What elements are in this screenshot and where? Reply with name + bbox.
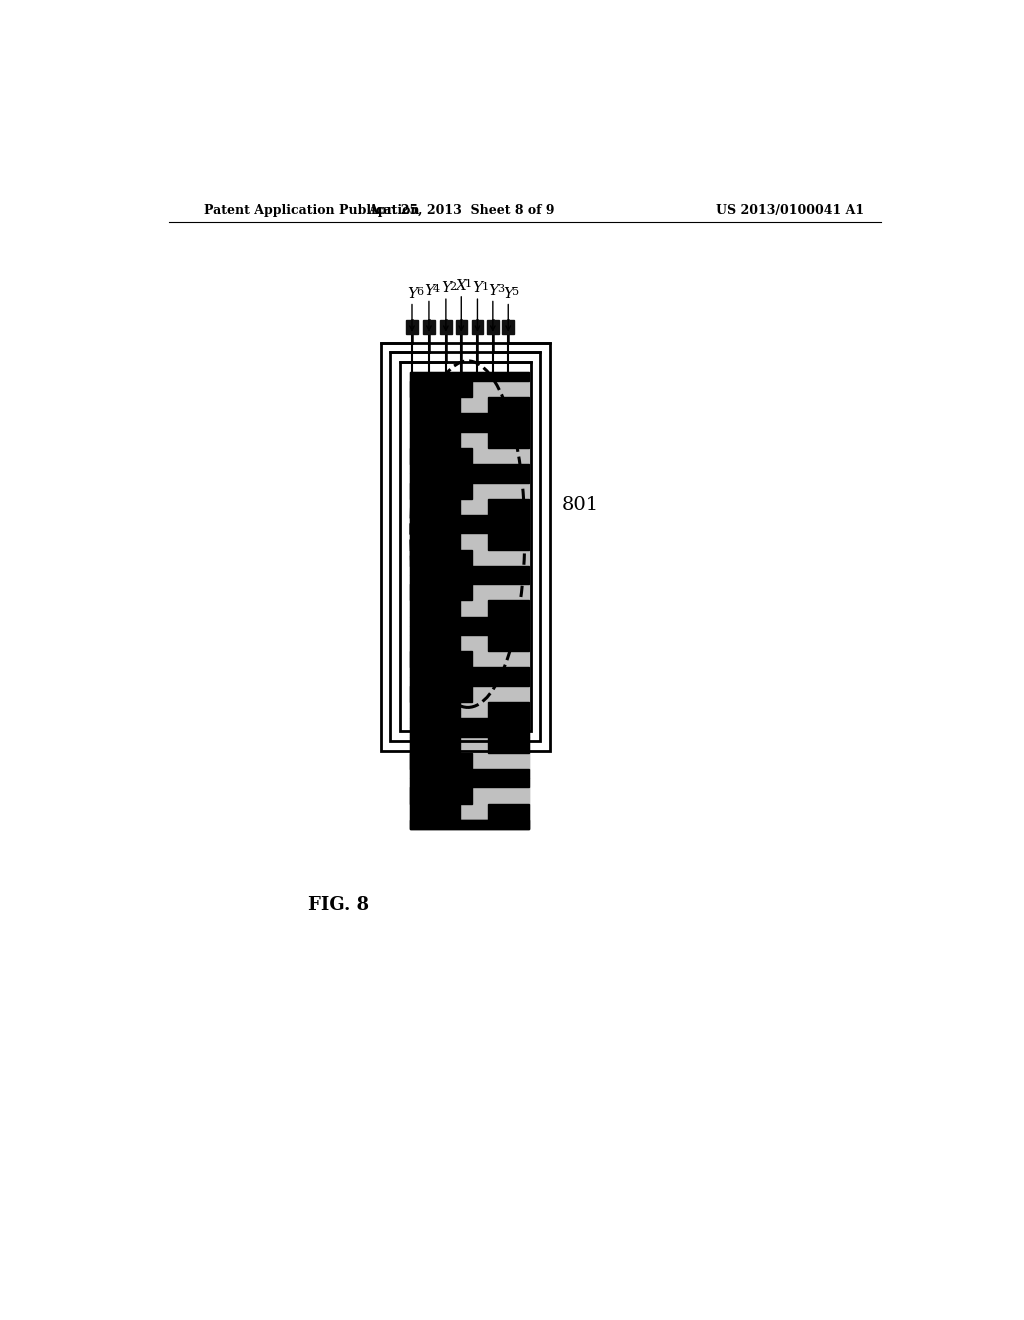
Bar: [410, 737, 460, 770]
Text: 3: 3: [497, 284, 504, 294]
Bar: [487, 702, 529, 718]
Text: 2: 2: [450, 281, 457, 292]
Bar: [410, 727, 529, 779]
Bar: [410, 770, 529, 779]
Bar: [410, 381, 472, 397]
Bar: [410, 549, 472, 566]
Bar: [381, 343, 550, 751]
Bar: [410, 686, 460, 718]
Bar: [410, 576, 529, 585]
Bar: [472, 321, 483, 334]
Bar: [410, 727, 529, 737]
Bar: [487, 635, 529, 651]
Text: 6: 6: [416, 286, 423, 297]
Bar: [410, 626, 529, 635]
Text: FIG. 8: FIG. 8: [307, 896, 369, 915]
Bar: [410, 372, 529, 381]
Text: X: X: [456, 279, 467, 293]
Bar: [410, 686, 472, 702]
Text: 1: 1: [465, 280, 472, 289]
Bar: [410, 585, 472, 601]
Text: Y: Y: [472, 281, 482, 296]
Bar: [410, 677, 529, 686]
Text: Apr. 25, 2013  Sheet 8 of 9: Apr. 25, 2013 Sheet 8 of 9: [369, 205, 555, 218]
Bar: [410, 616, 529, 626]
Bar: [410, 413, 529, 422]
Text: 1: 1: [481, 281, 488, 292]
Bar: [410, 432, 460, 465]
Text: Y: Y: [424, 284, 434, 298]
Bar: [410, 474, 529, 524]
Bar: [410, 788, 460, 820]
Bar: [410, 422, 529, 474]
Bar: [410, 779, 529, 788]
Bar: [390, 352, 541, 742]
Text: Y: Y: [440, 281, 451, 296]
Bar: [410, 779, 529, 829]
Text: Y: Y: [487, 284, 498, 298]
Bar: [410, 372, 529, 422]
Bar: [410, 820, 529, 829]
Bar: [410, 483, 460, 515]
Bar: [487, 804, 529, 820]
Bar: [487, 533, 529, 549]
Bar: [410, 820, 529, 829]
Text: Y: Y: [503, 286, 513, 301]
Bar: [440, 321, 452, 334]
Bar: [410, 422, 529, 432]
Bar: [410, 585, 460, 616]
Text: Patent Application Publication: Patent Application Publication: [204, 205, 419, 218]
Text: 5: 5: [512, 286, 519, 297]
Bar: [410, 576, 529, 626]
Bar: [487, 737, 529, 752]
Bar: [487, 397, 529, 413]
Bar: [410, 677, 529, 727]
Bar: [503, 321, 514, 334]
Bar: [410, 524, 529, 533]
Bar: [456, 321, 467, 334]
Text: US 2013/0100041 A1: US 2013/0100041 A1: [716, 205, 864, 218]
Bar: [410, 752, 472, 770]
Bar: [410, 372, 529, 829]
Bar: [410, 483, 472, 499]
Bar: [410, 447, 472, 465]
Bar: [410, 515, 529, 524]
Bar: [487, 321, 499, 334]
Bar: [410, 524, 529, 576]
Bar: [487, 601, 529, 616]
Bar: [410, 651, 472, 668]
Text: 801: 801: [562, 496, 599, 513]
Bar: [410, 465, 529, 474]
Bar: [410, 626, 529, 677]
Text: 4: 4: [433, 284, 440, 294]
Bar: [410, 635, 460, 668]
Bar: [423, 321, 435, 334]
Bar: [487, 432, 529, 447]
Bar: [410, 566, 529, 576]
Bar: [410, 668, 529, 677]
Bar: [410, 533, 460, 566]
Bar: [487, 499, 529, 515]
Bar: [410, 788, 472, 804]
Bar: [410, 381, 460, 413]
Text: Y: Y: [407, 286, 417, 301]
Bar: [410, 718, 529, 727]
Bar: [400, 362, 531, 731]
Bar: [407, 321, 418, 334]
Bar: [410, 474, 529, 483]
